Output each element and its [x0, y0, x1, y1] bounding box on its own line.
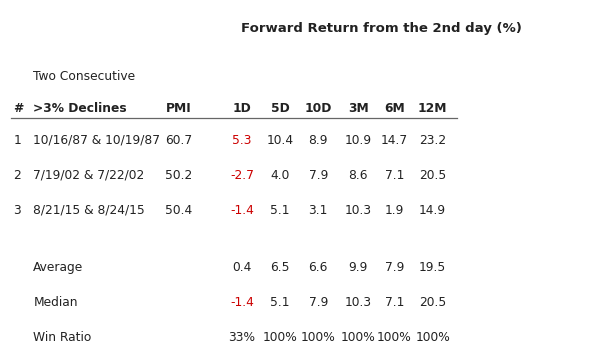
Text: 8/21/15 & 8/24/15: 8/21/15 & 8/24/15	[33, 204, 145, 217]
Text: Two Consecutive: Two Consecutive	[33, 70, 136, 83]
Text: 10/16/87 & 10/19/87: 10/16/87 & 10/19/87	[33, 134, 160, 147]
Text: 3.1: 3.1	[309, 204, 328, 217]
Text: 20.5: 20.5	[419, 296, 446, 309]
Text: 7.9: 7.9	[309, 169, 328, 182]
Text: 10.4: 10.4	[267, 134, 293, 147]
Text: Forward Return from the 2nd day (%): Forward Return from the 2nd day (%)	[241, 22, 522, 35]
Text: 10D: 10D	[304, 102, 332, 115]
Text: 8.6: 8.6	[348, 169, 368, 182]
Text: 5.3: 5.3	[232, 134, 252, 147]
Text: 50.4: 50.4	[165, 204, 192, 217]
Text: 7.1: 7.1	[385, 169, 404, 182]
Text: 33%: 33%	[229, 331, 255, 341]
Text: 100%: 100%	[301, 331, 336, 341]
Text: 12M: 12M	[418, 102, 447, 115]
Text: 100%: 100%	[415, 331, 450, 341]
Text: 4.0: 4.0	[270, 169, 290, 182]
Text: 14.9: 14.9	[419, 204, 446, 217]
Text: 5D: 5D	[271, 102, 289, 115]
Text: 23.2: 23.2	[419, 134, 446, 147]
Text: 60.7: 60.7	[165, 134, 192, 147]
Text: 3: 3	[13, 204, 21, 217]
Text: 6M: 6M	[384, 102, 405, 115]
Text: -1.4: -1.4	[230, 296, 254, 309]
Text: 1: 1	[13, 134, 21, 147]
Text: 20.5: 20.5	[419, 169, 446, 182]
Text: 2: 2	[13, 169, 21, 182]
Text: >3% Declines: >3% Declines	[33, 102, 127, 115]
Text: 0.4: 0.4	[232, 261, 252, 274]
Text: 100%: 100%	[263, 331, 298, 341]
Text: -2.7: -2.7	[230, 169, 254, 182]
Text: 7.9: 7.9	[309, 296, 328, 309]
Text: 10.3: 10.3	[345, 296, 371, 309]
Text: 50.2: 50.2	[165, 169, 192, 182]
Text: 7/19/02 & 7/22/02: 7/19/02 & 7/22/02	[33, 169, 145, 182]
Text: 5.1: 5.1	[270, 204, 290, 217]
Text: 9.9: 9.9	[348, 261, 368, 274]
Text: 10.3: 10.3	[345, 204, 371, 217]
Text: 6.6: 6.6	[309, 261, 328, 274]
Text: 7.9: 7.9	[385, 261, 404, 274]
Text: -1.4: -1.4	[230, 204, 254, 217]
Text: 7.1: 7.1	[385, 296, 404, 309]
Text: 3M: 3M	[348, 102, 368, 115]
Text: 8.9: 8.9	[309, 134, 328, 147]
Text: 14.7: 14.7	[381, 134, 408, 147]
Text: 100%: 100%	[341, 331, 376, 341]
Text: 10.9: 10.9	[345, 134, 371, 147]
Text: #: #	[13, 102, 24, 115]
Text: 19.5: 19.5	[419, 261, 446, 274]
Text: 1.9: 1.9	[385, 204, 404, 217]
Text: 5.1: 5.1	[270, 296, 290, 309]
Text: 1D: 1D	[233, 102, 251, 115]
Text: Median: Median	[33, 296, 78, 309]
Text: 6.5: 6.5	[270, 261, 290, 274]
Text: PMI: PMI	[166, 102, 191, 115]
Text: 100%: 100%	[377, 331, 412, 341]
Text: Average: Average	[33, 261, 83, 274]
Text: Win Ratio: Win Ratio	[33, 331, 91, 341]
